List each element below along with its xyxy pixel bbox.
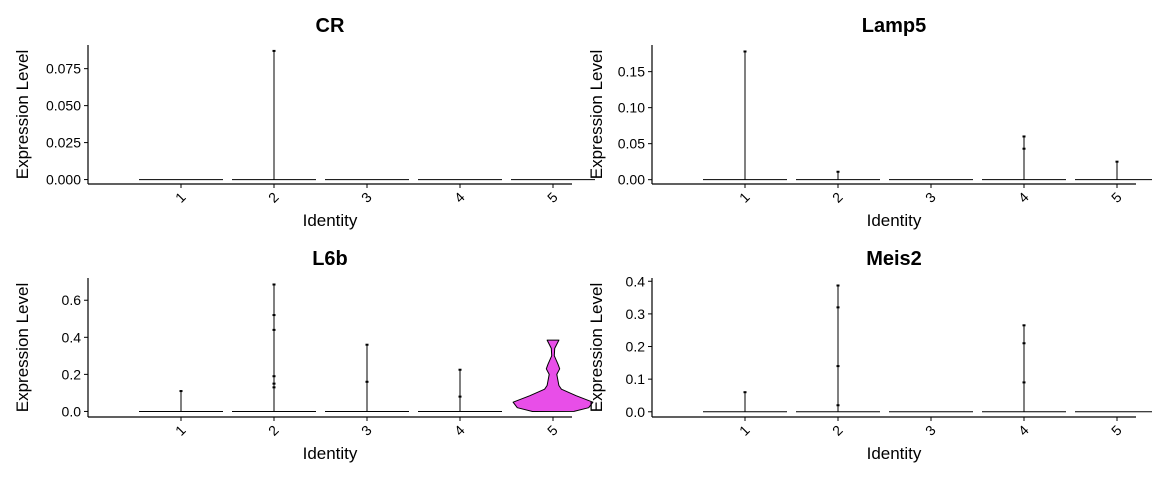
panel-l6b: L6b 0.0 0.2 0.4 0.6 1 2 3 4 5 Identity Expression L…: [13, 248, 594, 463]
panel-lamp5: Lamp5 0.00 0.05 0.10 0.15 1 2 3 4 5 Identity Expres…: [587, 15, 1152, 230]
panel-cr: CR 0.000 0.025 0.050 0.075 1 2 3 4 5 Identity Expre…: [13, 15, 595, 230]
x-tick-label: 1: [736, 422, 753, 439]
x-tick-label: 4: [451, 189, 468, 206]
data-point: [272, 375, 276, 378]
y-tick-label: 0.050: [46, 98, 81, 114]
data-point: [458, 395, 462, 398]
y-tick-label: 0.05: [618, 136, 645, 152]
x-tick-label: 5: [1108, 189, 1125, 206]
y-tick-label: 0.4: [626, 273, 646, 289]
data-point: [458, 368, 462, 371]
data-point: [836, 284, 840, 287]
y-tick-label: 0.2: [626, 339, 646, 355]
data-point: [365, 380, 369, 383]
y-tick-label: 0.025: [46, 135, 81, 151]
y-tick-label: 0.2: [62, 366, 82, 382]
data-point: [272, 283, 276, 286]
x-tick-label: 5: [544, 189, 561, 206]
data-point: [365, 343, 369, 346]
y-tick-label: 0.4: [62, 329, 82, 345]
chart-title: Meis2: [866, 248, 922, 270]
y-axis-label: Expression Level: [587, 283, 606, 412]
x-tick-label: 2: [829, 189, 846, 206]
data-point: [836, 365, 840, 368]
y-tick-label: 0.6: [62, 292, 82, 308]
x-tick-label: 3: [922, 422, 939, 439]
y-tick-label: 0.00: [618, 172, 645, 188]
y-tick-label: 0.15: [618, 64, 645, 80]
panel-meis2: Meis2 0.0 0.1 0.2 0.3 0.4 1 2 3 4 5 Identity Express…: [587, 248, 1152, 463]
x-tick-label: 5: [544, 422, 561, 439]
y-tick-label: 0.0: [626, 404, 646, 420]
x-tick-label: 3: [358, 189, 375, 206]
chart-title: L6b: [312, 248, 348, 270]
x-tick-label: 2: [829, 422, 846, 439]
x-tick-label: 1: [172, 422, 189, 439]
x-tick-label: 2: [265, 422, 282, 439]
x-tick-label: 4: [451, 422, 468, 439]
data-point: [1022, 381, 1026, 384]
x-tick-label: 3: [358, 422, 375, 439]
y-tick-label: 0.075: [46, 61, 81, 77]
y-axis-label: Expression Level: [587, 50, 606, 179]
data-point: [1022, 324, 1026, 327]
y-tick-label: 0.000: [46, 172, 81, 188]
data-point: [272, 386, 276, 389]
y-tick-label: 0.3: [626, 306, 646, 322]
x-axis-label: Identity: [303, 444, 358, 463]
data-point: [1022, 135, 1026, 138]
data-point: [743, 391, 747, 394]
x-axis-label: Identity: [867, 444, 922, 463]
data-point: [836, 404, 840, 407]
y-axis-label: Expression Level: [13, 50, 32, 179]
data-point: [272, 49, 276, 52]
x-tick-label: 1: [736, 189, 753, 206]
chart-title: Lamp5: [862, 15, 926, 37]
data-point: [1115, 160, 1119, 163]
x-tick-label: 1: [172, 189, 189, 206]
data-point: [179, 390, 183, 393]
y-axis-label: Expression Level: [13, 283, 32, 412]
x-tick-label: 5: [1108, 422, 1125, 439]
data-point: [272, 314, 276, 317]
x-tick-label: 4: [1015, 422, 1032, 439]
data-point: [272, 382, 276, 385]
chart-title: CR: [316, 15, 345, 37]
data-point: [1022, 342, 1026, 345]
data-point: [836, 170, 840, 173]
y-tick-label: 0.10: [618, 100, 645, 116]
data-point: [1022, 147, 1026, 150]
x-tick-label: 2: [265, 189, 282, 206]
data-point: [272, 328, 276, 331]
y-tick-label: 0.0: [62, 403, 82, 419]
x-tick-label: 3: [922, 189, 939, 206]
data-point: [743, 50, 747, 53]
x-axis-label: Identity: [303, 211, 358, 230]
x-axis-label: Identity: [867, 211, 922, 230]
data-point: [836, 306, 840, 309]
violin-5: [512, 339, 594, 412]
x-tick-label: 4: [1015, 189, 1032, 206]
y-tick-label: 0.1: [626, 371, 646, 387]
